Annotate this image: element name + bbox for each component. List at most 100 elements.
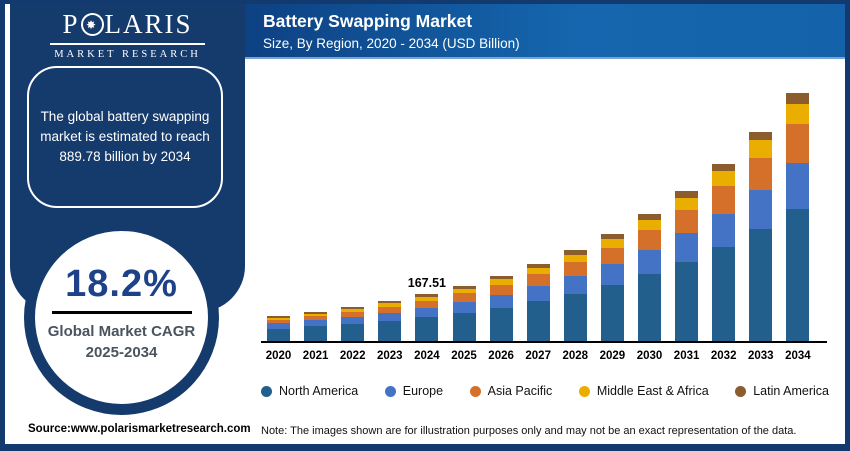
- x-axis-label-2031: 2031: [673, 350, 700, 362]
- header-band: Battery Swapping Market Size, By Region,…: [245, 4, 845, 59]
- legend-item-latin-america: Latin America: [735, 384, 829, 398]
- x-axis-label-2020: 2020: [265, 350, 292, 362]
- bar-segment-north-america: [600, 284, 624, 341]
- bar-segment-middle-east-africa: [675, 197, 699, 211]
- bar-2033: 2033: [748, 85, 774, 362]
- legend-dot-icon: [578, 385, 590, 397]
- legend-dot-icon: [384, 385, 396, 397]
- x-axis-label-2026: 2026: [488, 350, 514, 362]
- bar-2021: 2021: [303, 85, 328, 362]
- bar-segment-latin-america: [452, 286, 476, 289]
- x-axis-label-2032: 2032: [710, 350, 737, 362]
- bar-2025: 2025: [451, 85, 477, 362]
- bar-segment-asia-pacific: [675, 210, 699, 234]
- legend-dot-icon: [735, 385, 747, 397]
- bar-segment-europe: [341, 316, 365, 324]
- bar-segment-europe: [749, 190, 773, 230]
- bar-segment-north-america: [341, 323, 365, 341]
- bar-2032: 2032: [711, 85, 736, 362]
- bar-segment-asia-pacific: [341, 311, 365, 317]
- market-callout-text: The global battery swapping market is es…: [40, 108, 210, 165]
- bar-segment-middle-east-africa: [786, 103, 810, 124]
- x-axis-label-2033: 2033: [748, 350, 774, 362]
- logo-subtitle: MARKET RESEARCH: [50, 43, 205, 60]
- bar-segment-asia-pacific: [489, 284, 513, 295]
- logo-letters-rest: LARIS: [104, 9, 193, 39]
- bar-segment-asia-pacific: [452, 293, 476, 302]
- bar-segment-latin-america: [526, 264, 550, 268]
- bar-segment-europe: [489, 294, 513, 308]
- polaris-logo: P ✸ LARIS MARKET RESEARCH: [10, 11, 245, 62]
- bar-segment-europe: [452, 301, 476, 313]
- bar-segment-latin-america: [378, 301, 402, 304]
- bar-segment-middle-east-africa: [378, 303, 402, 307]
- bar-segment-north-america: [638, 274, 661, 341]
- bar-segment-middle-east-africa: [415, 296, 439, 301]
- note-text: Note: The images shown are for illustrat…: [261, 425, 797, 437]
- bar-segment-europe: [638, 250, 661, 275]
- x-axis-label-2022: 2022: [339, 350, 366, 362]
- chart-region: 2020 2021 2022 2023 167.51 2024 2025 2026 2027 20…: [245, 59, 845, 444]
- bar-segment-asia-pacific: [267, 319, 290, 324]
- legend-item-north-america: North America: [261, 384, 358, 398]
- bar-segment-latin-america: [267, 316, 290, 318]
- x-axis-label-2027: 2027: [525, 350, 551, 362]
- bar-segment-europe: [675, 233, 699, 262]
- x-axis-label-2024: 2024: [414, 350, 440, 362]
- bar-segment-asia-pacific: [526, 274, 550, 287]
- bar-segment-europe: [526, 286, 550, 302]
- bar-segment-middle-east-africa: [712, 171, 736, 187]
- bar-segment-north-america: [675, 261, 699, 341]
- bar-segment-north-america: [786, 208, 810, 341]
- bar-2034: 2034: [785, 85, 811, 362]
- bar-segment-north-america: [378, 320, 402, 341]
- cagr-label-line2: 2025-2034: [85, 344, 158, 361]
- bar-segment-latin-america: [600, 233, 624, 239]
- bar-segment-asia-pacific: [638, 230, 661, 251]
- bar-segment-latin-america: [675, 191, 699, 198]
- x-axis-label-2025: 2025: [451, 350, 477, 362]
- legend-label: North America: [279, 384, 359, 398]
- bar-2024: 167.51 2024: [408, 85, 446, 362]
- bar-segment-europe: [712, 213, 736, 248]
- x-axis-label-2028: 2028: [562, 350, 589, 362]
- legend-item-europe: Europe: [384, 384, 443, 398]
- bar-2028: 2028: [563, 85, 588, 362]
- cagr-label-line1: Global Market CAGR: [47, 323, 196, 340]
- bar-segment-middle-east-africa: [749, 140, 773, 158]
- cagr-value: 18.2%: [65, 263, 178, 305]
- page-title: Battery Swapping Market: [263, 11, 473, 31]
- cagr-badge: 18.2% Global Market CAGR 2025-2034: [24, 220, 219, 415]
- legend-label: Asia Pacific: [487, 384, 553, 398]
- bar-segment-middle-east-africa: [304, 313, 328, 316]
- x-axis-label-2030: 2030: [636, 350, 663, 362]
- bar-segment-middle-east-africa: [489, 279, 513, 285]
- bar-segment-europe: [563, 276, 587, 294]
- stacked-bar-plot: 2020 2021 2022 2023 167.51 2024 2025 2026 2027 20…: [261, 85, 827, 362]
- logo-wordmark: P ✸ LARIS: [10, 11, 245, 38]
- bar-segment-europe: [786, 162, 810, 209]
- bar-segment-north-america: [415, 317, 439, 341]
- bar-segment-middle-east-africa: [267, 317, 290, 320]
- page-subtitle: Size, By Region, 2020 - 2034 (USD Billio…: [263, 36, 520, 51]
- cagr-label: Global Market CAGR 2025-2034: [35, 321, 208, 363]
- legend-label: Latin America: [753, 384, 829, 398]
- bar-segment-north-america: [304, 326, 328, 341]
- bar-segment-north-america: [452, 312, 476, 341]
- bar-2030: 2030: [637, 85, 662, 362]
- bar-segment-middle-east-africa: [452, 288, 476, 294]
- bar-2026: 2026: [488, 85, 514, 362]
- legend-item-asia-pacific: Asia Pacific: [469, 384, 553, 398]
- bar-segment-europe: [600, 264, 624, 285]
- bar-2022: 2022: [340, 85, 365, 362]
- bar-segment-middle-east-africa: [638, 219, 661, 231]
- bar-segment-asia-pacific: [563, 262, 587, 277]
- bar-segment-asia-pacific: [600, 247, 624, 265]
- bar-segment-north-america: [267, 328, 290, 341]
- bar-segment-middle-east-africa: [563, 254, 587, 263]
- bar-segment-asia-pacific: [378, 306, 402, 313]
- x-axis-label-2034: 2034: [785, 350, 811, 362]
- legend-dot-icon: [261, 385, 272, 397]
- logo-letter-p: P: [62, 9, 80, 39]
- legend-label: Middle East & Africa: [596, 384, 709, 398]
